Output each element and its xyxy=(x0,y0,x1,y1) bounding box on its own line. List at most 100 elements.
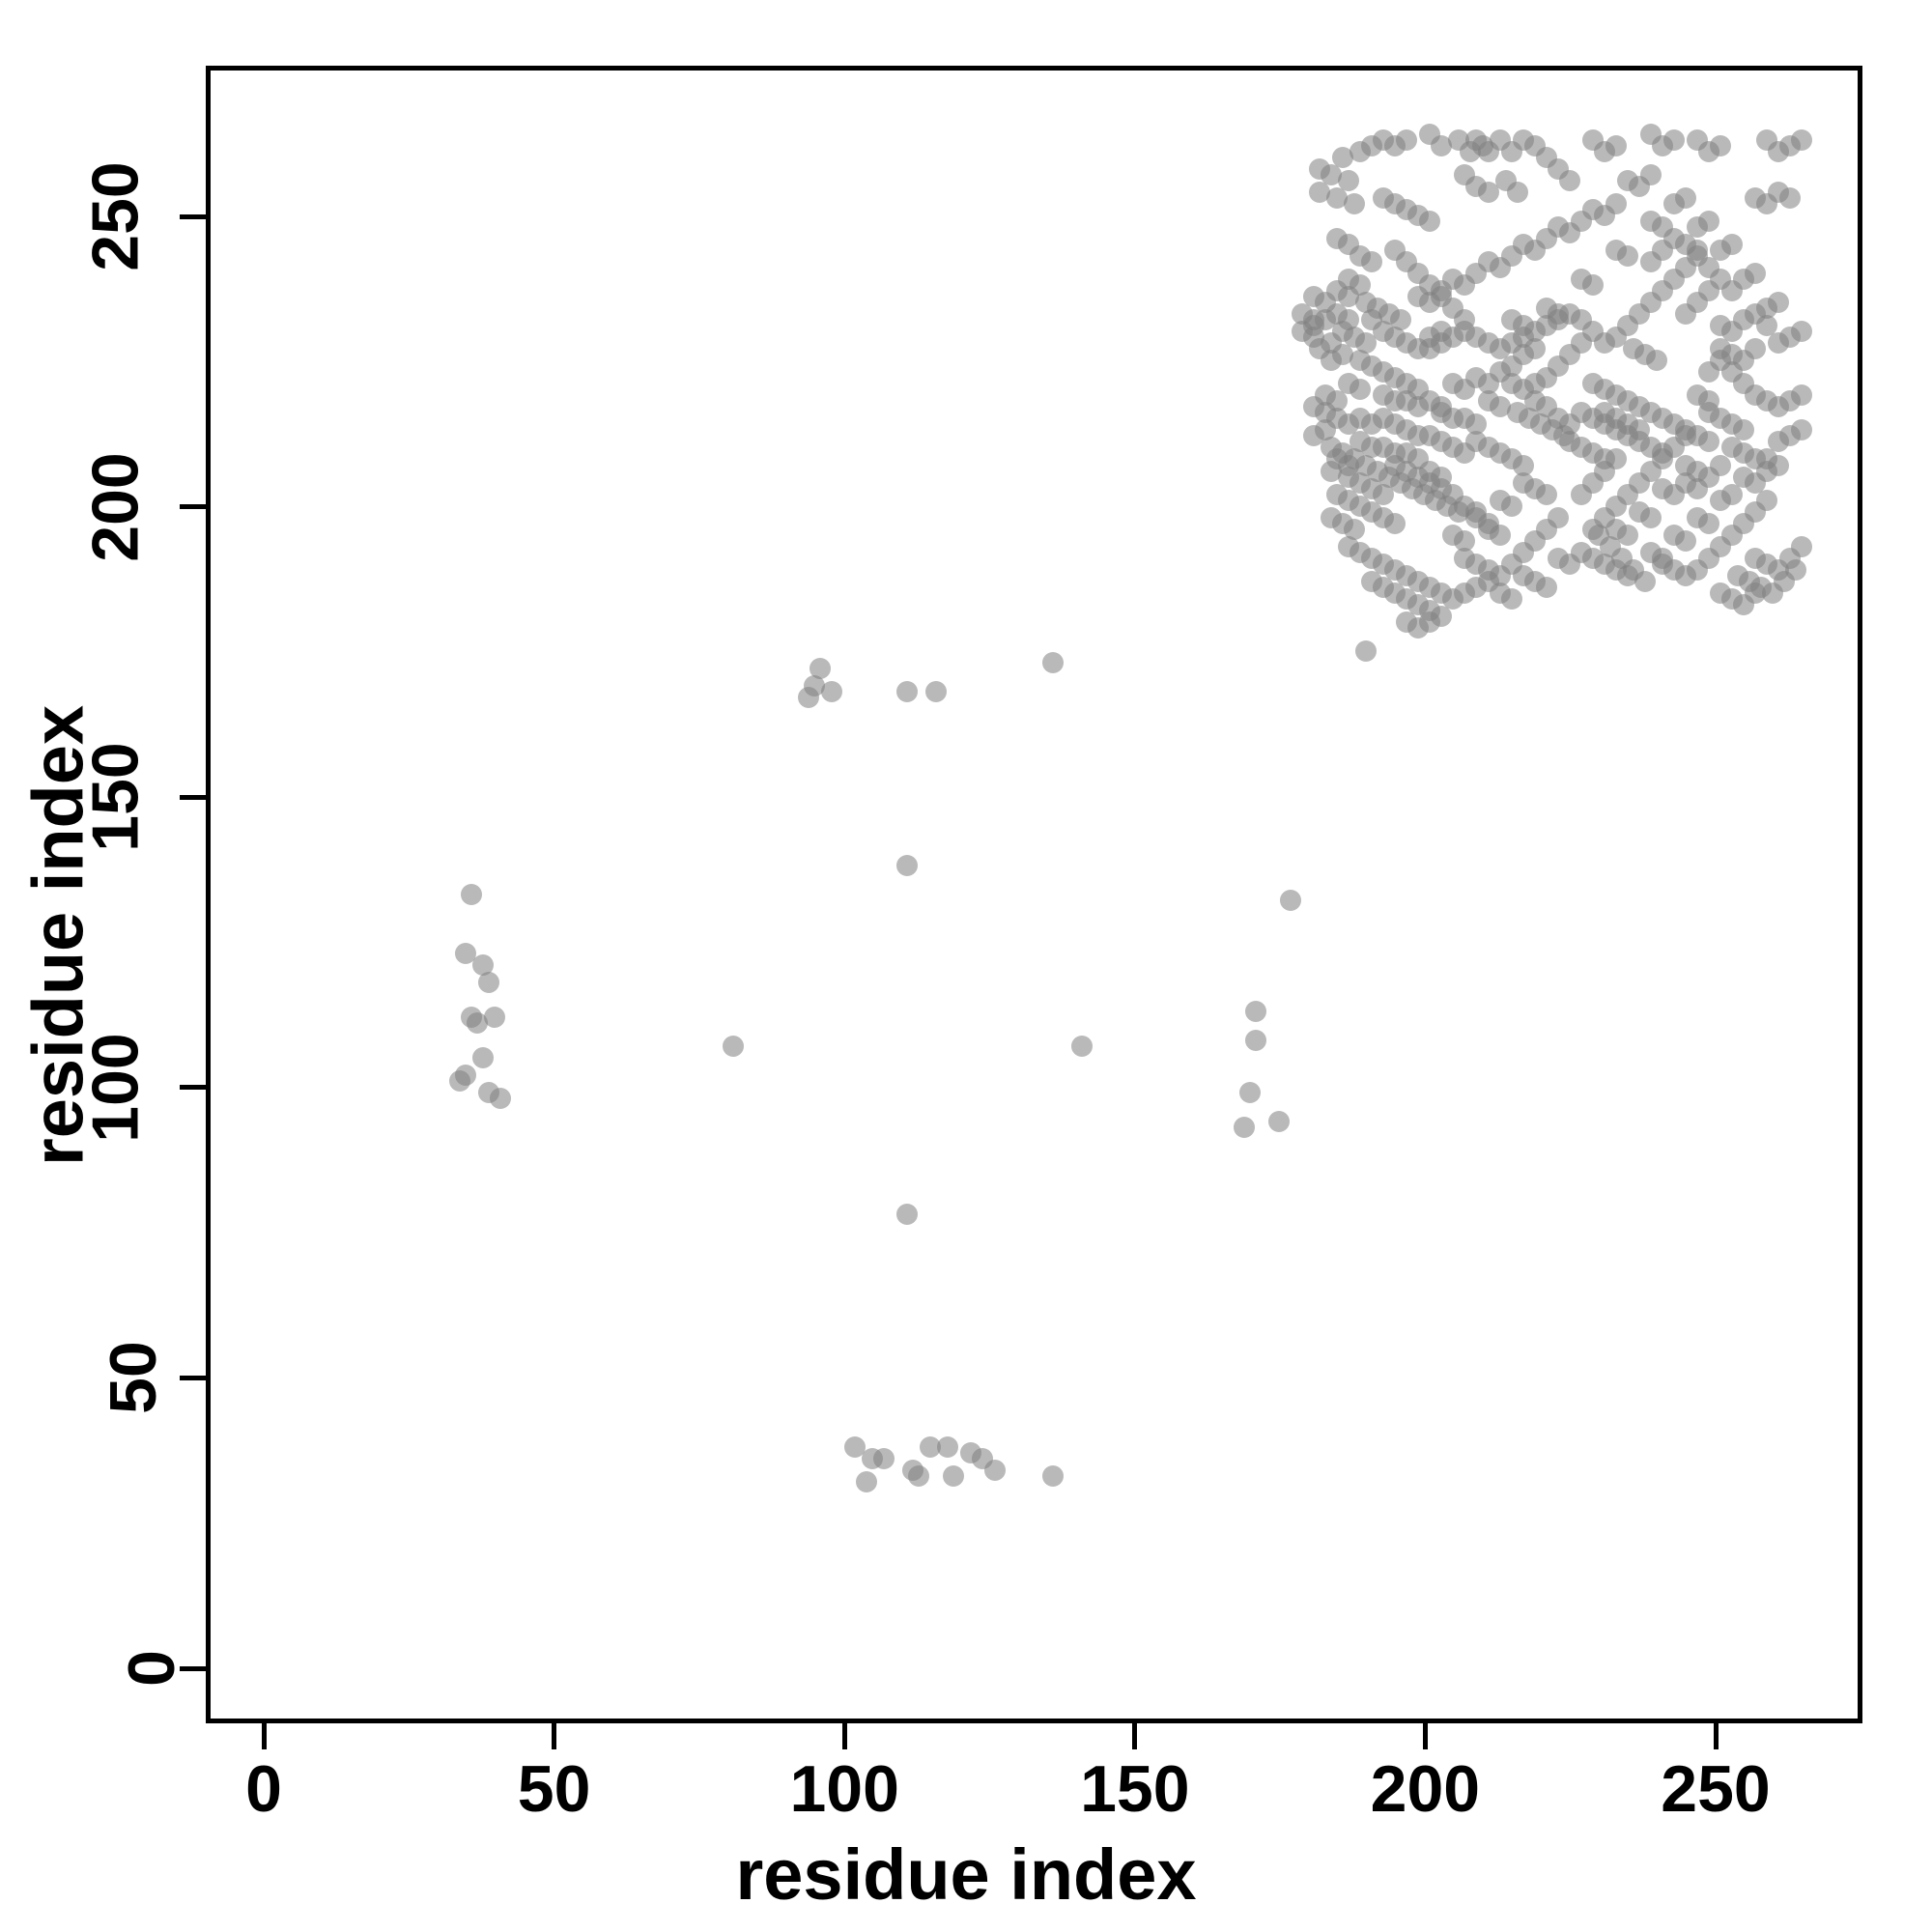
scatter-point xyxy=(1697,402,1719,424)
scatter-point xyxy=(1407,616,1430,639)
scatter-point xyxy=(798,686,820,708)
scatter-point xyxy=(1686,477,1708,499)
scatter-point xyxy=(1593,553,1615,575)
scatter-point xyxy=(1710,338,1731,360)
x-axis-tick xyxy=(261,1723,267,1749)
scatter-point xyxy=(1373,576,1395,598)
scatter-point xyxy=(1407,263,1430,285)
scatter-point xyxy=(1344,327,1366,349)
scatter-point xyxy=(1605,518,1627,540)
scatter-point xyxy=(1303,286,1325,308)
scatter-point xyxy=(1605,419,1627,441)
scatter-point xyxy=(1616,425,1638,447)
scatter-point xyxy=(1547,355,1569,378)
scatter-point xyxy=(1338,454,1360,476)
scatter-point xyxy=(1616,390,1638,412)
scatter-point xyxy=(1373,128,1395,151)
scatter-point xyxy=(1721,437,1744,459)
scatter-point xyxy=(1303,315,1325,337)
scatter-point xyxy=(1745,471,1767,494)
scatter-point xyxy=(1622,558,1644,581)
scatter-point xyxy=(1535,228,1557,250)
scatter-point xyxy=(1396,587,1418,610)
scatter-point xyxy=(1535,518,1557,540)
scatter-point xyxy=(1419,123,1441,145)
scatter-point xyxy=(1245,1000,1267,1022)
scatter-point xyxy=(1419,576,1441,598)
scatter-point xyxy=(1465,263,1488,285)
scatter-point xyxy=(1581,408,1604,430)
scatter-point xyxy=(1733,309,1755,331)
scatter-point xyxy=(1593,204,1615,226)
scatter-point xyxy=(1745,186,1767,209)
scatter-point xyxy=(1697,361,1719,384)
scatter-point xyxy=(1756,128,1778,151)
scatter-point xyxy=(1768,292,1790,314)
scatter-point xyxy=(1506,181,1528,203)
scatter-point xyxy=(1686,460,1708,482)
scatter-point xyxy=(1378,303,1401,326)
scatter-point xyxy=(1384,327,1406,349)
scatter-point xyxy=(1448,128,1470,151)
scatter-point xyxy=(1465,327,1488,349)
scatter-point xyxy=(1756,192,1778,214)
scatter-point xyxy=(1350,350,1372,372)
scatter-point xyxy=(1697,466,1719,488)
scatter-point xyxy=(1756,315,1778,337)
scatter-point xyxy=(1651,240,1673,262)
scatter-point xyxy=(1651,408,1673,430)
scatter-point xyxy=(1361,309,1383,331)
scatter-point xyxy=(1721,483,1744,505)
scatter-point xyxy=(1465,413,1488,436)
scatter-point xyxy=(1315,309,1337,331)
scatter-point xyxy=(1547,216,1569,238)
scatter-point xyxy=(1605,448,1627,470)
scatter-point xyxy=(1268,1110,1291,1132)
scatter-point xyxy=(1396,198,1418,220)
scatter-point xyxy=(1454,379,1476,401)
scatter-point xyxy=(1529,413,1551,436)
scatter-point xyxy=(1315,419,1337,441)
y-axis-tick-label: 0 xyxy=(115,1650,189,1687)
scatter-point xyxy=(1593,413,1615,436)
scatter-point xyxy=(1373,506,1395,528)
scatter-point xyxy=(1321,460,1343,482)
x-axis-tick-label: 100 xyxy=(789,1752,899,1826)
scatter-point xyxy=(862,1447,884,1469)
scatter-point xyxy=(1396,373,1418,395)
scatter-point xyxy=(1070,1035,1093,1057)
scatter-point xyxy=(1697,390,1719,412)
scatter-point xyxy=(1465,576,1488,598)
scatter-point xyxy=(1489,582,1511,604)
scatter-point xyxy=(1651,134,1673,156)
scatter-point xyxy=(1628,396,1650,418)
scatter-point xyxy=(1768,396,1790,418)
scatter-point xyxy=(1697,280,1719,302)
scatter-point xyxy=(1373,321,1395,343)
scatter-point xyxy=(1303,396,1325,418)
scatter-point xyxy=(1500,140,1522,162)
scatter-point xyxy=(455,942,477,964)
scatter-point xyxy=(1344,192,1366,214)
scatter-point xyxy=(1791,419,1813,441)
x-axis-tick-label: 200 xyxy=(1370,1752,1481,1826)
scatter-point xyxy=(1733,350,1755,372)
scatter-point xyxy=(1338,169,1360,191)
scatter-point xyxy=(1326,280,1349,302)
scatter-point xyxy=(1309,181,1331,203)
scatter-points-layer xyxy=(211,71,1858,1719)
scatter-point xyxy=(873,1447,895,1469)
scatter-point xyxy=(1489,361,1511,384)
scatter-point xyxy=(1303,327,1325,349)
scatter-point xyxy=(1697,211,1719,232)
scatter-point xyxy=(1558,413,1580,436)
scatter-point xyxy=(1674,454,1696,476)
scatter-point xyxy=(1721,361,1744,384)
scatter-point xyxy=(1442,483,1464,505)
scatter-point xyxy=(1523,373,1546,395)
scatter-point xyxy=(1686,128,1708,151)
scatter-point xyxy=(1489,489,1511,511)
scatter-point xyxy=(461,884,483,906)
scatter-point xyxy=(908,1464,930,1487)
scatter-point xyxy=(1697,257,1719,279)
